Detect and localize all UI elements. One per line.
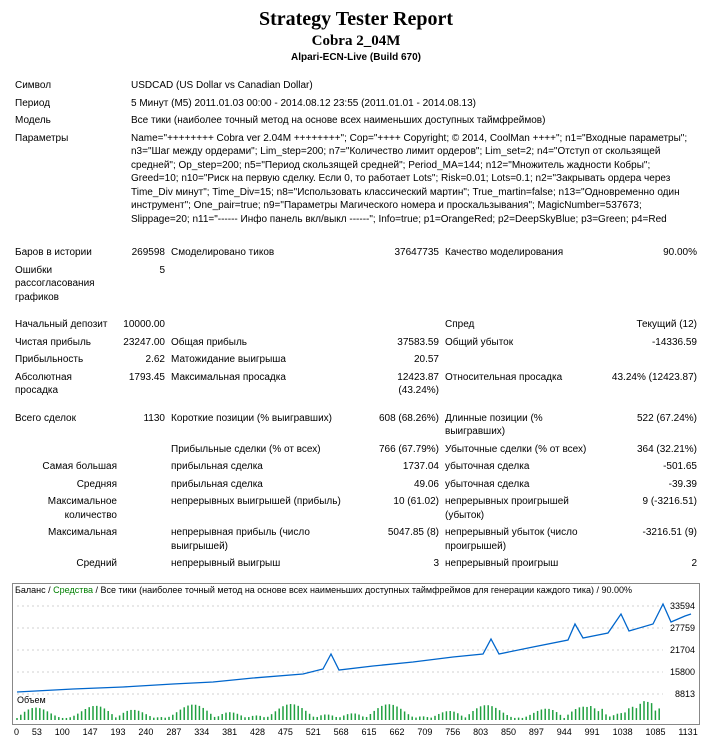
lbl: Средний (12, 555, 120, 573)
val: 23247.00 (120, 334, 168, 352)
lbl: Длинные позиции (% выигравших) (442, 410, 602, 441)
lbl: Абсолютная просадка (12, 369, 120, 400)
val: 522 (67.24%) (602, 410, 700, 441)
lbl: Максимальная (12, 524, 120, 555)
server-line: Alpari-ECN-Live (Build 670) (12, 52, 700, 63)
chart-xaxis: 0531001471932402873343814284755215686156… (12, 727, 700, 737)
chart-svg: 33594 27759 21704 15800 8813 Объем (13, 584, 699, 722)
lbl: убыточная сделка (442, 458, 602, 476)
lbl: непрерывная прибыль (число выигрышей) (168, 524, 356, 555)
val: 2 (602, 555, 700, 573)
lbl: прибыльная сделка (168, 458, 356, 476)
chart-legend: Баланс / Средства / Все тики (наиболее т… (15, 585, 632, 595)
lbl: непрерывный выигрыш (168, 555, 356, 573)
lbl: непрерывных проигрышей (убыток) (442, 493, 602, 524)
val: 37583.59 (356, 334, 442, 352)
val: -39.39 (602, 476, 700, 494)
svg-text:21704: 21704 (670, 645, 695, 655)
svg-text:Объем: Объем (17, 695, 46, 705)
symbol-label: Символ (12, 77, 128, 95)
errors-label: Ошибки рассогласования графиков (12, 262, 120, 307)
val: 3 (356, 555, 442, 573)
val: 1737.04 (356, 458, 442, 476)
svg-text:15800: 15800 (670, 667, 695, 677)
val: -3216.51 (9) (602, 524, 700, 555)
page-title: Strategy Tester Report (12, 8, 700, 31)
params-label: Параметры (12, 130, 128, 229)
model-value: Все тики (наиболее точный метод на основ… (128, 112, 700, 130)
lbl: Короткие позиции (% выигравших) (168, 410, 356, 441)
spread-value: Текущий (12) (602, 316, 700, 334)
val: 364 (32.21%) (602, 441, 700, 459)
val: -14336.59 (602, 334, 700, 352)
lbl: Самая большая (12, 458, 120, 476)
val: 608 (68.26%) (356, 410, 442, 441)
val: 12423.87 (43.24%) (356, 369, 442, 400)
deposit-label: Начальный депозит (12, 316, 120, 334)
lbl: Средняя (12, 476, 120, 494)
val: 20.57 (356, 351, 442, 369)
lbl: Максимальное количество (12, 493, 120, 524)
val: 10 (61.02) (356, 493, 442, 524)
quality-value: 90.00% (602, 244, 700, 262)
lbl: Общая прибыль (168, 334, 356, 352)
symbol-value: USDCAD (US Dollar vs Canadian Dollar) (128, 77, 700, 95)
quality-label: Качество моделирования (442, 244, 602, 262)
period-label: Период (12, 95, 128, 113)
lbl: Всего сделок (12, 410, 120, 441)
lbl: непрерывных выигрышей (прибыль) (168, 493, 356, 524)
bars-label: Баров в истории (12, 244, 120, 262)
lbl: Общий убыток (442, 334, 602, 352)
val: 5047.85 (8) (356, 524, 442, 555)
lbl: непрерывный убыток (число проигрышей) (442, 524, 602, 555)
ticks-value: 37647735 (356, 244, 442, 262)
lbl: непрерывный проигрыш (442, 555, 602, 573)
val: 43.24% (12423.87) (602, 369, 700, 400)
balance-chart: Баланс / Средства / Все тики (наиболее т… (12, 583, 700, 725)
lbl: Убыточные сделки (% от всех) (442, 441, 602, 459)
bars-value: 269598 (120, 244, 168, 262)
spread-label: Спред (442, 316, 602, 334)
ticks-label: Смоделировано тиков (168, 244, 356, 262)
val: -501.65 (602, 458, 700, 476)
val: 2.62 (120, 351, 168, 369)
lbl: Матожидание выигрыша (168, 351, 356, 369)
svg-text:33594: 33594 (670, 601, 695, 611)
lbl: прибыльная сделка (168, 476, 356, 494)
lbl: Максимальная просадка (168, 369, 356, 400)
period-value: 5 Минут (M5) 2011.01.03 00:00 - 2014.08.… (128, 95, 700, 113)
svg-text:27759: 27759 (670, 623, 695, 633)
lbl: Прибыльные сделки (% от всех) (168, 441, 356, 459)
page-subtitle: Cobra 2_04M (12, 33, 700, 50)
val: 766 (67.79%) (356, 441, 442, 459)
val: 9 (-3216.51) (602, 493, 700, 524)
model-label: Модель (12, 112, 128, 130)
lbl: Прибыльность (12, 351, 120, 369)
params-value: Name="++++++++ Cobra ver 2.04M ++++++++"… (128, 130, 700, 229)
deposit-value: 10000.00 (120, 316, 168, 334)
lbl: Чистая прибыль (12, 334, 120, 352)
val: 1793.45 (120, 369, 168, 400)
lbl: Относительная просадка (442, 369, 602, 400)
val: 1130 (120, 410, 168, 441)
lbl: убыточная сделка (442, 476, 602, 494)
errors-value: 5 (120, 262, 168, 307)
val: 49.06 (356, 476, 442, 494)
svg-text:8813: 8813 (675, 689, 695, 699)
